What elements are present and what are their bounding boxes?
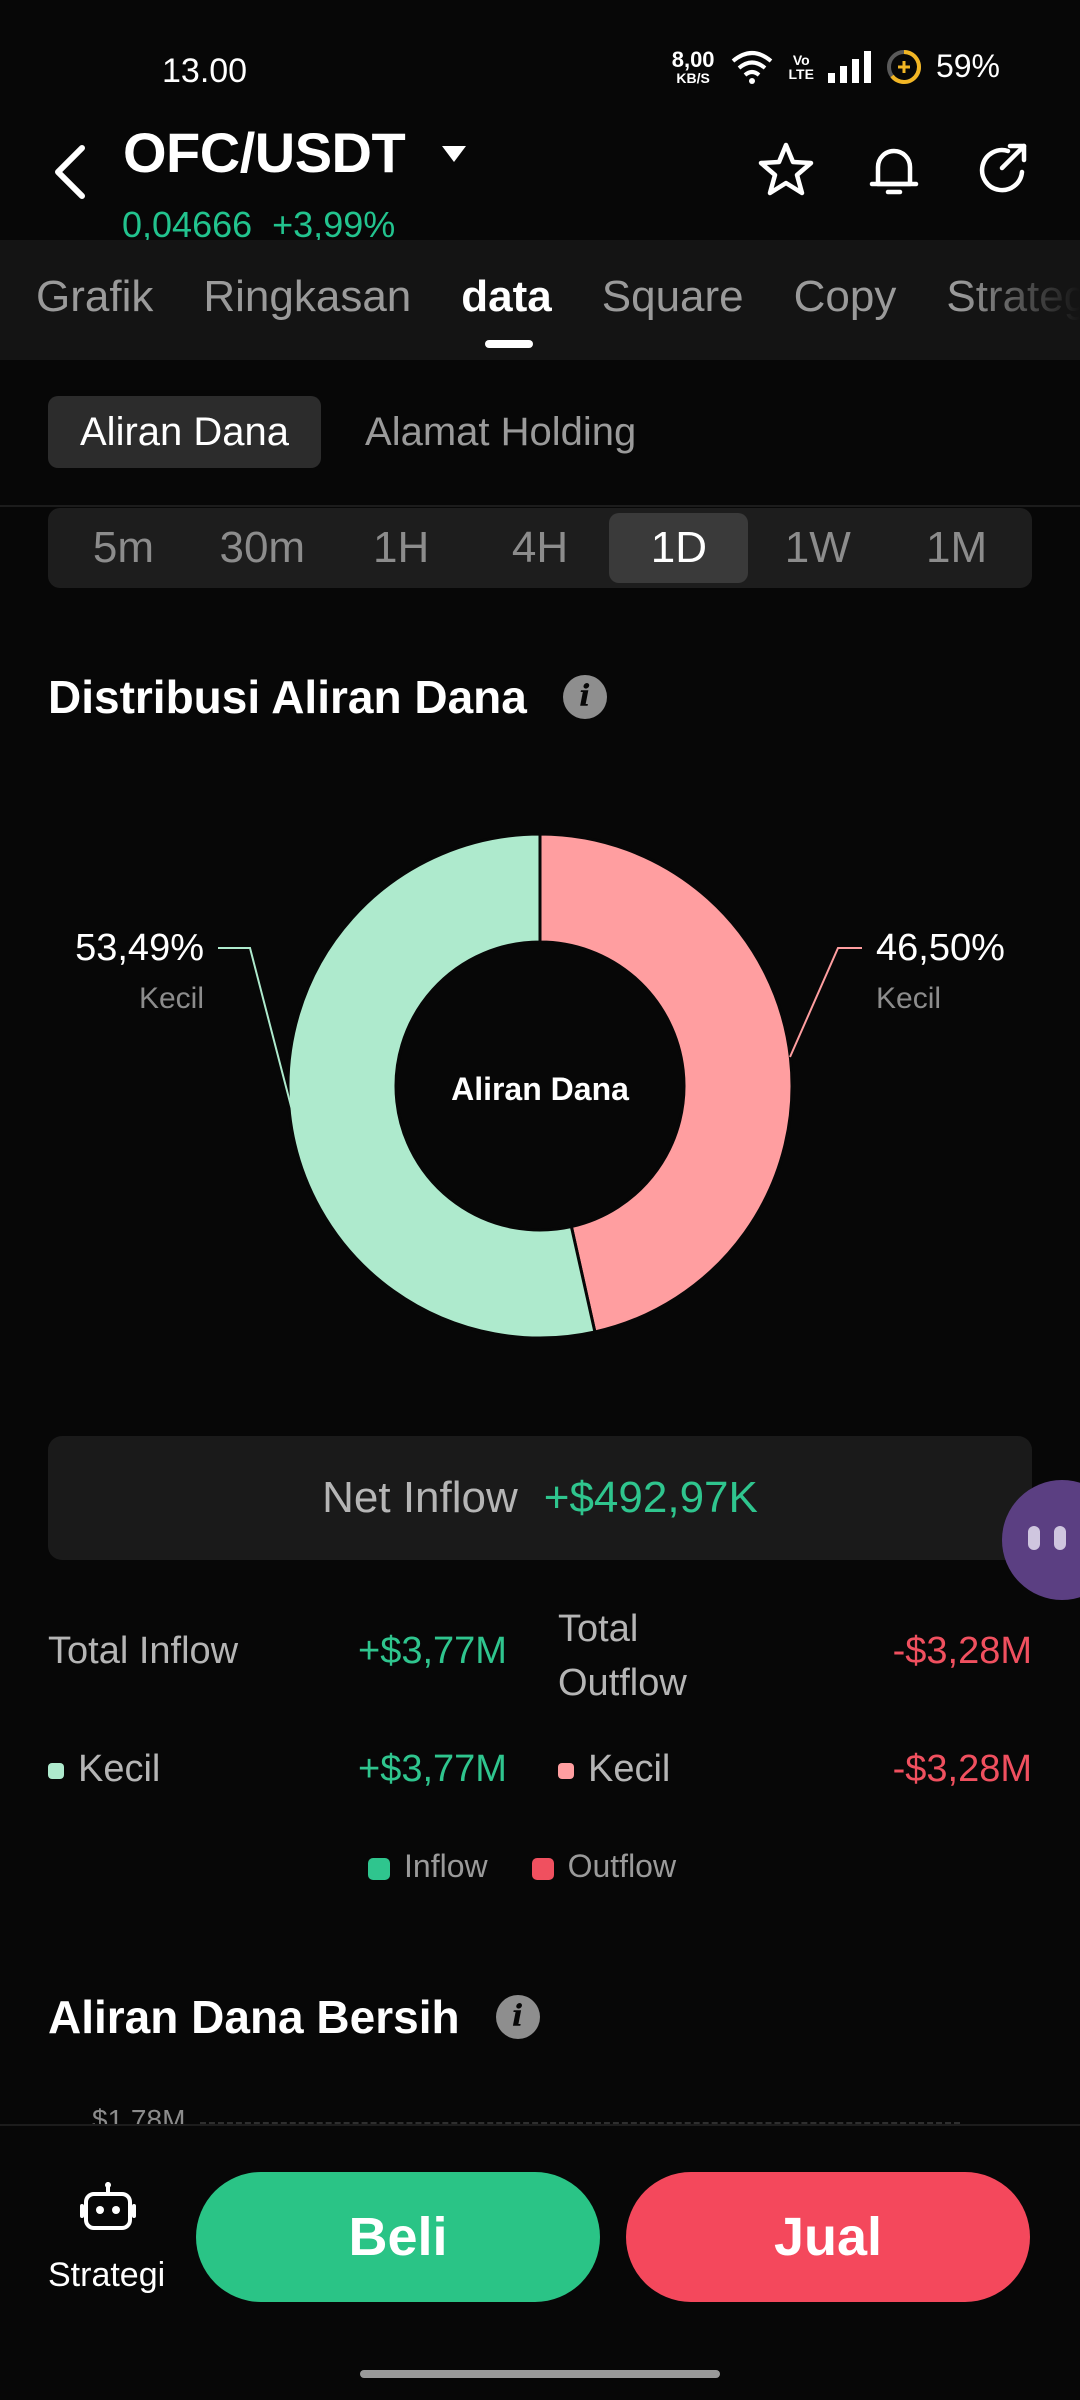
range-1m[interactable]: 1M [926,523,988,572]
slice-label-outflow-pct: 46,50% [876,927,1005,969]
price-line: 0,04666 +3,99% [122,204,395,240]
small-inflow-label: Kecil [78,1748,161,1790]
pair-title[interactable]: OFC/USDT [123,121,406,184]
tabs-fade-left [0,240,40,360]
legend-outflow-swatch [531,1857,554,1880]
last-price: 0,04666 [122,204,253,240]
net-flow-title: Aliran Dana Bersih i [48,1990,540,2044]
bell-icon[interactable] [864,140,924,200]
main-tabs-list: GrafikRingkasandataSquareCopyStrategi [36,272,1080,348]
subtab-alamat-holding[interactable]: Alamat Holding [365,410,637,454]
range-1w[interactable]: 1W [784,523,851,572]
net-flow-axis-top: $1,78M [92,2104,186,2124]
net-inflow-value: +$492,97K [543,1473,758,1522]
status-icons: 8,00 KB/S Vo LTE 59% [672,48,1000,85]
legend-inflow: Inflow [368,1848,488,1885]
small-inflow-value: +$3,77M [358,1748,507,1790]
small-outflow-label: Kecil [588,1748,671,1790]
wifi-icon [731,50,772,84]
price-change: +3,99% [272,204,396,240]
legend-inflow-label: Inflow [404,1848,488,1884]
fund-flow-donut-chart: Aliran Dana 46,50% Kecil 53,49% Kecil [75,832,1005,1340]
slice-label-outflow-sub: Kecil [876,982,941,1015]
info-icon[interactable]: i [495,1995,540,2039]
info-icon[interactable]: i [562,675,607,719]
legend-inflow-swatch [368,1857,390,1880]
small-inflow-row: Kecil [48,1748,160,1791]
small-outflow-dot [558,1762,574,1779]
signal-icon [827,50,871,83]
range-4h[interactable]: 4H [511,523,569,572]
donut-center-label: Aliran Dana [451,1071,629,1107]
tab-copy[interactable]: Copy [793,272,897,321]
total-outflow-value: -$3,28M [892,1630,1032,1672]
net-flow-title-text: Aliran Dana Bersih [48,1991,460,2043]
net-flow-gridline [200,2122,960,2125]
caret-down-icon[interactable] [440,144,468,164]
total-inflow-value: +$3,77M [358,1630,507,1672]
strategy-label[interactable]: Strategi [48,2256,166,2294]
range-1h[interactable]: 1H [373,523,430,572]
range-5m[interactable]: 5m [92,523,154,572]
volte-top: Vo [792,51,810,68]
total-inflow-label: Total Inflow [48,1630,239,1672]
small-outflow-value: -$3,28M [892,1748,1032,1790]
share-icon[interactable] [972,140,1032,200]
total-outflow-label: Total Outflow [558,1602,687,1710]
tab-square[interactable]: Square [601,272,744,321]
net-speed-value: 8,00 [671,46,715,72]
range-30m[interactable]: 30m [219,523,306,572]
slice-label-inflow-sub: Kecil [139,982,204,1015]
slice-label-inflow-pct: 53,49% [75,927,204,969]
volte-bottom: LTE [788,65,814,82]
main-tabs: GrafikRingkasandataSquareCopyStrategi [0,240,1080,360]
battery-saver-icon [886,49,921,84]
donut-slice-inflow[interactable] [286,832,597,1340]
sell-button[interactable]: Jual [626,2172,1030,2302]
battery-percent: 59% [935,48,1000,84]
range-1d[interactable]: 1D [609,513,749,583]
net-inflow-box: Net Inflow +$492,97K [48,1436,1032,1560]
time-range-selector: 5m 30m 1H 4H 1D 1W 1M [48,508,1032,588]
flow-legend: Inflow Outflow [368,1848,676,1885]
sub-tabs: Aliran Dana Alamat Holding [48,396,668,468]
back-arrow-icon[interactable] [48,140,92,204]
buy-button[interactable]: Beli [196,2172,600,2302]
leader-line-left [218,947,293,1111]
tab-data[interactable]: data [461,272,552,348]
net-speed-unit: KB/S [676,69,710,86]
divider [0,505,1080,507]
donut-slice-outflow[interactable] [538,832,794,1334]
total-outflow-label-line2: Outflow [558,1662,687,1704]
header-actions [756,140,1032,200]
small-outflow-row: Kecil [558,1748,670,1791]
small-inflow-dot [48,1762,64,1779]
leader-line-right [789,947,862,1058]
tab-ringkasan[interactable]: Ringkasan [203,272,412,321]
volte-indicator: Vo LTE [789,53,814,81]
total-outflow-label-line1: Total [558,1608,639,1650]
star-icon[interactable] [756,140,816,200]
home-indicator[interactable] [360,2370,720,2378]
tabs-fade-right [960,240,1080,360]
net-speed: 8,00 KB/S [671,46,715,86]
net-inflow-label: Net Inflow [322,1473,518,1522]
distribution-title-text: Distribusi Aliran Dana [48,671,527,723]
legend-outflow: Outflow [531,1848,677,1885]
distribution-title: Distribusi Aliran Dana i [48,670,607,724]
legend-outflow-label: Outflow [567,1848,677,1884]
robot-icon[interactable] [80,2180,136,2236]
status-time: 13.00 [162,52,248,90]
tab-grafik[interactable]: Grafik [36,272,154,321]
subtab-aliran-dana[interactable]: Aliran Dana [48,396,322,468]
